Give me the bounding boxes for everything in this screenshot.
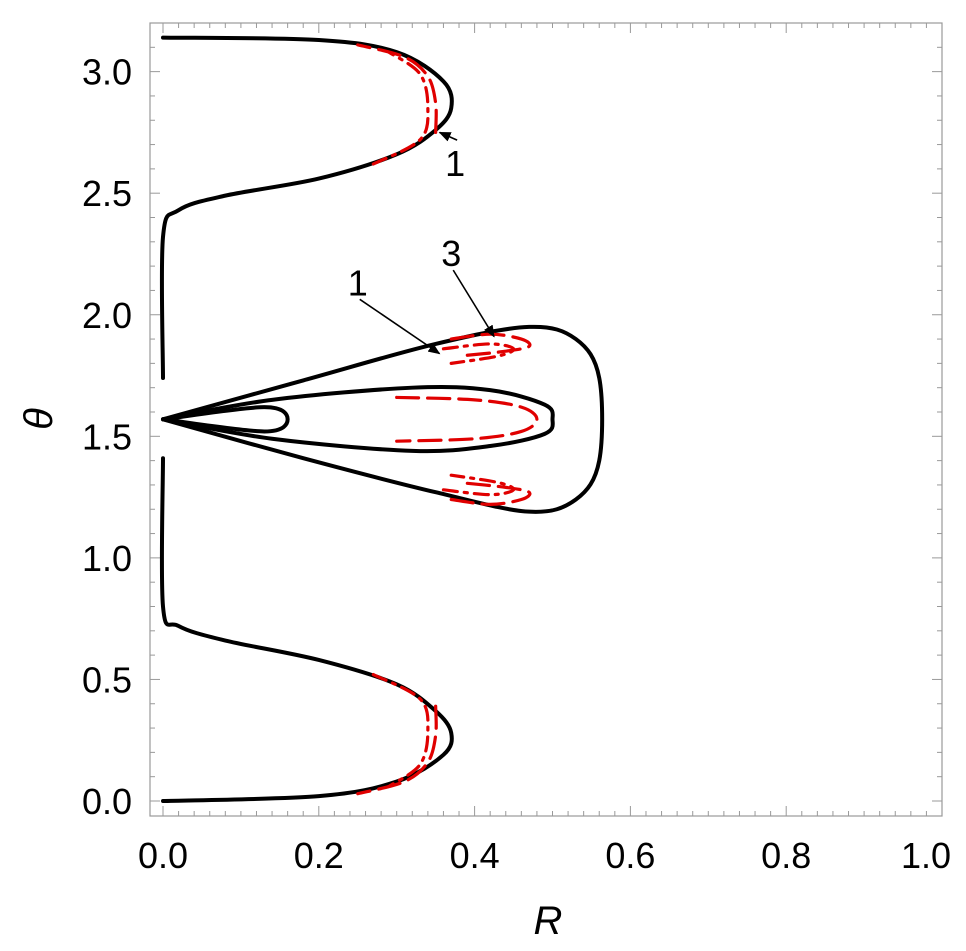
- annotation-arrow: [452, 269, 495, 338]
- curve-solid: [161, 384, 555, 454]
- annotations: 1 1 3: [348, 131, 495, 355]
- axis-ticks: [150, 22, 943, 816]
- y-tick-label: 3.0: [82, 52, 132, 93]
- annotation-label: 1: [445, 143, 465, 184]
- y-tick-label: 0.0: [82, 781, 132, 822]
- y-tick-label: 0.5: [82, 659, 132, 700]
- plot-frame: [149, 22, 943, 817]
- x-tick-label: 0.2: [294, 835, 344, 876]
- x-tick-label: 0.0: [138, 835, 188, 876]
- y-tick-label: 2.0: [82, 295, 132, 336]
- y-tick-label: 1.5: [82, 416, 132, 457]
- curve-dashdot: [371, 50, 430, 166]
- curve-solid: [161, 405, 290, 434]
- x-tick-label: 0.4: [450, 835, 500, 876]
- plot-curves: [159, 35, 605, 803]
- curve-solid: [161, 324, 605, 514]
- curve-dashed: [449, 480, 532, 506]
- annotation-arrow: [359, 298, 441, 355]
- tick-labels: 0.0 0.2 0.4 0.6 0.8 1.0 0.0 0.5 1.0 1.5 2.0 2.5 3.0: [82, 52, 951, 876]
- y-axis-title: θ: [17, 408, 61, 430]
- x-axis-title: R: [534, 899, 563, 943]
- curve-dashed: [395, 395, 539, 443]
- annotation-label: 1: [348, 262, 368, 303]
- x-tick-label: 0.6: [605, 835, 655, 876]
- y-tick-label: 1.0: [82, 538, 132, 579]
- curve-solid: [159, 456, 454, 803]
- curve-solid: [159, 35, 454, 380]
- annotation-arrow: [438, 131, 458, 142]
- curve-dashdot: [441, 473, 516, 497]
- x-tick-label: 1.0: [901, 835, 951, 876]
- curve-dashdot: [371, 672, 430, 789]
- curve-dashdot: [441, 342, 516, 365]
- y-tick-label: 2.5: [82, 173, 132, 214]
- x-tick-label: 0.8: [761, 835, 811, 876]
- annotation-label: 3: [441, 233, 461, 274]
